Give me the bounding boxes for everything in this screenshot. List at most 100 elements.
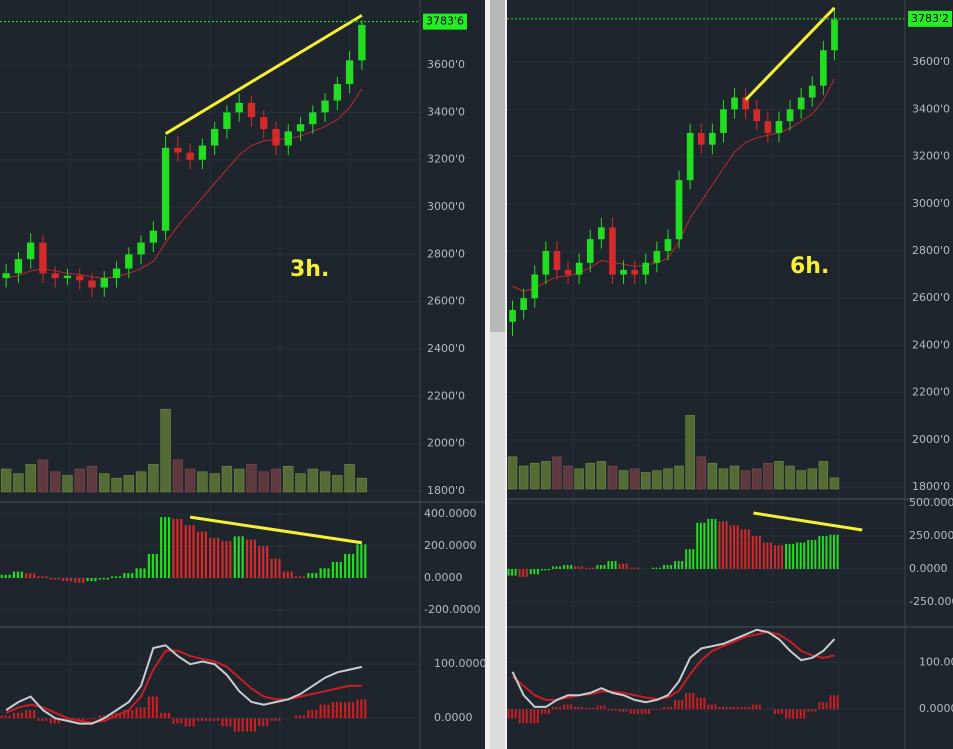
macd-bar (525, 569, 528, 577)
macd-bar (570, 565, 573, 569)
macd-bar (278, 558, 281, 578)
macd-bar (725, 521, 728, 569)
macd-bar (596, 565, 599, 569)
y-tick-label: 2600'0 (912, 291, 950, 304)
macd-bar (803, 542, 806, 569)
volume-bar (0, 468, 12, 493)
volume-bar (111, 477, 122, 493)
osc-bar (658, 709, 661, 711)
osc-bar (16, 712, 20, 719)
macd-bar (829, 534, 832, 569)
macd-bar (577, 566, 580, 569)
macd-bar (603, 565, 606, 569)
macd-bar (127, 573, 130, 578)
volume-bar (563, 465, 573, 490)
macd-bar (86, 577, 89, 582)
osc-bar (65, 718, 69, 721)
macd-bar (114, 576, 118, 578)
macd-bar (611, 561, 614, 569)
y-tick-label: 2400'0 (912, 338, 950, 351)
osc-fast-line (5, 644, 363, 725)
macd-bar (533, 569, 536, 575)
osc-bar (237, 718, 240, 732)
osc-bar (666, 706, 669, 710)
osc-bar (348, 702, 351, 719)
macd-bar (302, 576, 306, 578)
candle-body (653, 250, 661, 263)
y-tick-label: 3200'0 (912, 150, 950, 163)
y-tick-label: -200.0000 (424, 603, 480, 616)
volume-bar (618, 470, 629, 490)
osc-bar (603, 705, 606, 710)
osc-bar (94, 718, 97, 720)
volume-bar (13, 473, 24, 493)
volume-bar (807, 468, 817, 490)
osc-bar (533, 709, 536, 724)
scrollbar-thumb[interactable] (490, 0, 505, 332)
macd-bar (323, 568, 326, 578)
candle-body (88, 280, 96, 288)
osc-bar (725, 706, 728, 710)
last-price-box (908, 10, 952, 27)
osc-bar (810, 709, 813, 712)
macd-bar (65, 577, 69, 582)
osc-bar (298, 715, 302, 719)
y-tick-label: 2400'0 (427, 342, 465, 355)
macd-bar (184, 525, 187, 578)
candle-body (720, 109, 727, 133)
macd-bar (758, 535, 761, 569)
macd-bar (339, 561, 342, 578)
candle-body (564, 269, 572, 275)
macd-bar (729, 525, 732, 569)
macd-bar (356, 544, 359, 578)
candle-body (542, 250, 550, 275)
candle-body (797, 97, 805, 110)
volume-bar (518, 465, 529, 490)
osc-bar (143, 707, 146, 719)
osc-bar (356, 699, 359, 719)
osc-bar (799, 709, 802, 719)
macd-bar (722, 521, 725, 569)
macd-bar (20, 571, 23, 578)
osc-bar (184, 718, 187, 727)
candle-body (39, 242, 47, 274)
macd-bar (45, 576, 48, 578)
macd-bar (636, 567, 639, 569)
y-tick-label: 200.0000 (424, 539, 477, 552)
candle-body (531, 274, 539, 299)
osc-bar (522, 709, 525, 724)
macd-bar (785, 543, 788, 569)
osc-bar (180, 718, 183, 724)
osc-bar (200, 718, 204, 721)
osc-bar (45, 718, 48, 721)
volume-bar (37, 459, 49, 493)
candle-body (112, 268, 121, 279)
candle-body (272, 128, 280, 146)
osc-bar (323, 704, 326, 719)
volume-bar (197, 471, 208, 493)
osc-bar (540, 709, 543, 714)
osc-bar (536, 709, 539, 724)
macd-bar (810, 539, 813, 569)
macd-bar (773, 545, 776, 569)
macd-bar (825, 535, 828, 569)
osc-bar (53, 718, 56, 724)
macd-bar (143, 568, 146, 578)
macd-bar (286, 571, 289, 578)
candle-body (260, 117, 268, 129)
macd-bar (707, 518, 710, 569)
candle-body (808, 85, 816, 98)
osc-bar (755, 704, 758, 710)
osc-bar (221, 718, 224, 727)
osc-bar (364, 699, 367, 719)
macd-bar (196, 531, 200, 578)
osc-bar (818, 702, 821, 710)
macd-bar (204, 531, 207, 578)
volume-bar (123, 475, 135, 493)
macd-bar (16, 571, 20, 578)
osc-bar (233, 718, 236, 732)
candle-body (831, 19, 838, 51)
macd-bar (714, 518, 717, 569)
macd-bar (331, 561, 335, 578)
osc-bar (229, 718, 232, 727)
